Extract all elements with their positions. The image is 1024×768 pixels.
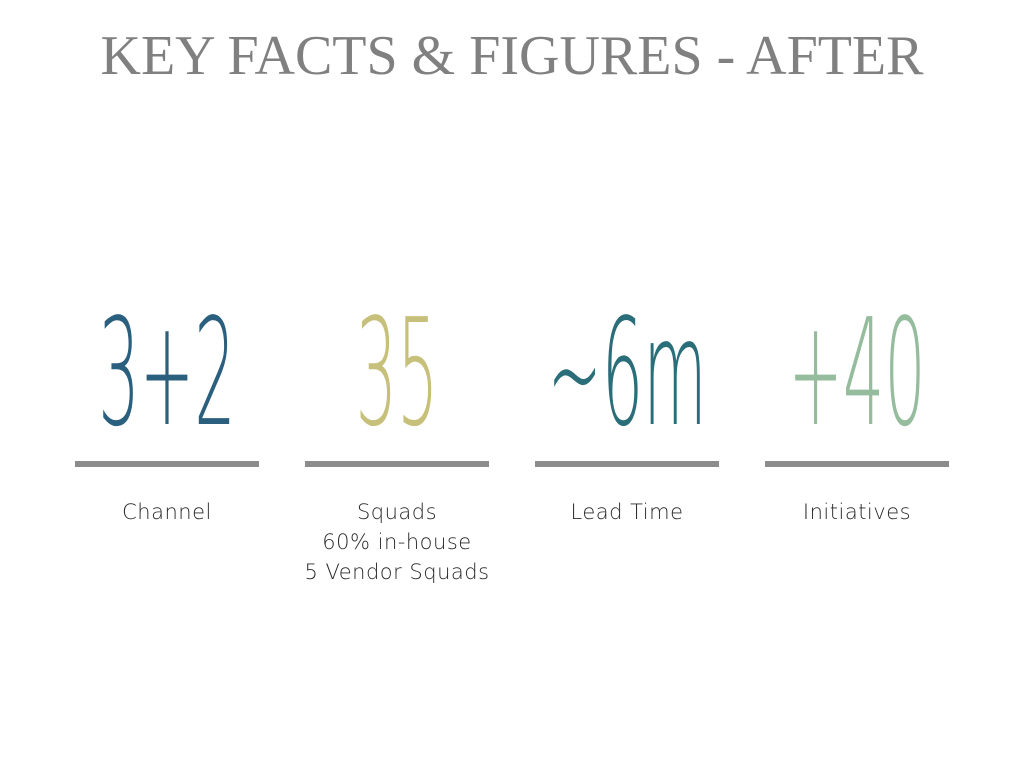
fact-label: Squads [357, 500, 437, 524]
facts: 3+2 Channel 35 Squads 60% in-house 5 Vendor S… [75, 287, 949, 584]
fact-value: 35 [356, 287, 439, 459]
fact-value: ~6m [547, 287, 706, 459]
fact-label: 5 Vendor Squads [304, 560, 489, 584]
fact-value: 3+2 [98, 287, 235, 459]
fact-label: 60% in-house [322, 530, 471, 554]
fact-value: +40 [788, 287, 925, 459]
slide-title: KEY FACTS & FIGURES - AFTER [101, 25, 925, 87]
fact-label: Initiatives [803, 500, 911, 524]
divider [765, 461, 949, 467]
fact-label: Channel [122, 500, 212, 524]
divider [535, 461, 719, 467]
fact-label: Lead Time [570, 500, 683, 524]
divider [75, 461, 259, 467]
divider [305, 461, 489, 467]
